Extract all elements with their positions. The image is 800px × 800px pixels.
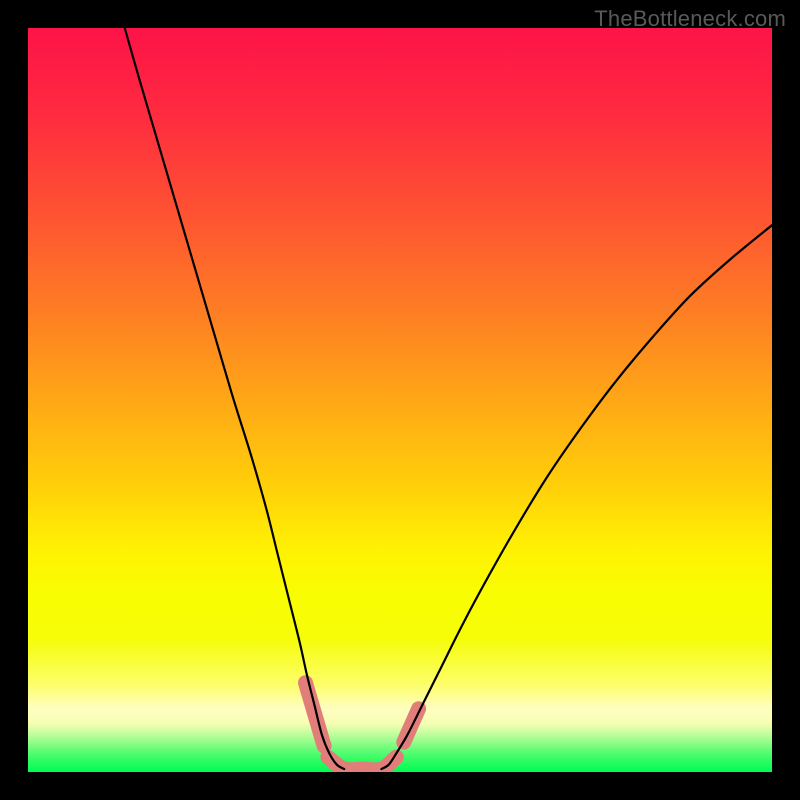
chart-plot-area <box>28 28 772 772</box>
chart-background <box>28 28 772 772</box>
chart-svg <box>28 28 772 772</box>
watermark-text: TheBottleneck.com <box>594 6 786 32</box>
